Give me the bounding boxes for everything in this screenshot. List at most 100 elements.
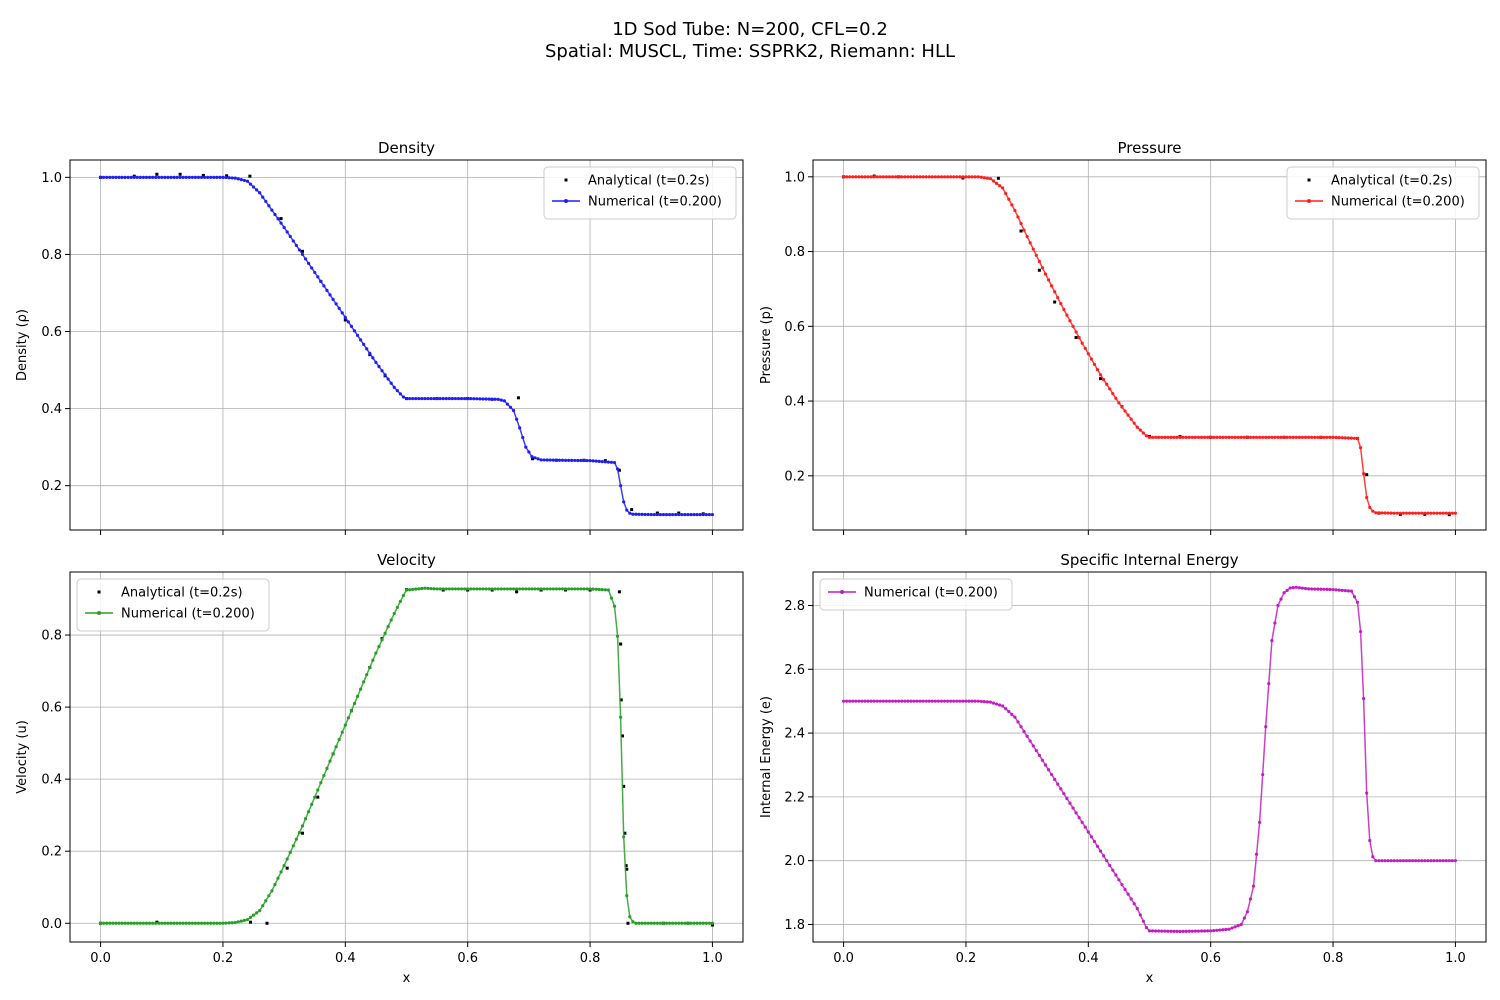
series-marker (475, 397, 479, 401)
series-marker (1453, 511, 1458, 515)
series-marker (579, 587, 583, 591)
series-marker (1383, 859, 1387, 863)
series-marker (380, 638, 384, 642)
series-marker (212, 175, 216, 179)
x-tick-label: 1.0 (702, 951, 723, 966)
series-marker (606, 460, 611, 464)
series-marker (961, 175, 965, 179)
y-tick-label: 0.6 (784, 320, 805, 335)
series-marker (1157, 929, 1161, 933)
plot-frame (812, 159, 1487, 531)
y-tick-label: 0.4 (784, 395, 805, 410)
series-marker (1181, 435, 1185, 439)
series-marker (588, 587, 592, 591)
series-marker (1306, 435, 1311, 439)
series-marker (1404, 859, 1409, 863)
series-marker (493, 397, 497, 401)
series-marker (1028, 241, 1032, 245)
series-marker (1147, 435, 1152, 439)
series-marker (1028, 739, 1032, 743)
series-marker (1007, 709, 1011, 714)
series-marker (585, 458, 589, 463)
series-marker (487, 587, 491, 591)
series-marker (294, 837, 298, 841)
series-marker (291, 239, 295, 243)
series-marker (1163, 929, 1167, 933)
series-marker (258, 909, 262, 913)
series-marker (1102, 854, 1106, 858)
series-marker (429, 396, 433, 401)
series-marker (661, 921, 666, 925)
series-marker (493, 587, 497, 591)
series-marker (970, 175, 974, 179)
series-marker (646, 921, 650, 925)
series-marker (887, 699, 892, 703)
series-marker (108, 175, 112, 179)
series-marker (359, 687, 363, 691)
analytical-point (516, 396, 520, 400)
y-tick-label: 0.0 (41, 917, 62, 932)
subplot-velocity: 0.0 0.2 0.4 0.6 0.8 1.0 0.0 0.2 0.4 0.6 0.8 Velocit… (15, 551, 744, 986)
series-marker (854, 699, 858, 703)
series-marker (1086, 830, 1090, 834)
legend-box (76, 578, 270, 632)
series-marker (1242, 916, 1246, 920)
series-marker (199, 921, 204, 925)
series-marker (123, 175, 127, 179)
series-marker (1398, 511, 1402, 515)
x-tick-label: 0.4 (335, 951, 356, 966)
series-marker (1346, 589, 1350, 593)
series-marker (1120, 882, 1124, 887)
series-marker (573, 458, 577, 463)
series-marker (841, 699, 846, 703)
series-marker (530, 455, 534, 459)
series-marker (508, 587, 513, 591)
series-marker (527, 587, 531, 591)
series-marker (1371, 509, 1375, 513)
series-marker (893, 175, 898, 179)
series-marker (1414, 859, 1418, 863)
series-marker (560, 458, 565, 462)
series-marker (949, 175, 953, 179)
series-marker (909, 175, 913, 179)
x-tick-label: 1.0 (1445, 951, 1466, 966)
series-marker (102, 175, 106, 179)
series-marker (557, 458, 562, 462)
series-marker (1120, 405, 1124, 409)
series-marker (1380, 859, 1384, 863)
series-marker (1218, 435, 1222, 439)
analytical-point (279, 217, 283, 221)
series-marker (912, 699, 916, 703)
analytical-point (1037, 268, 1041, 272)
series-marker (420, 396, 424, 401)
series-marker (340, 311, 344, 315)
series-marker (952, 699, 956, 703)
series-marker (469, 397, 473, 401)
series-marker (872, 175, 876, 179)
series-marker (132, 175, 136, 179)
series-marker (242, 918, 246, 922)
series-marker (1074, 811, 1078, 815)
analytical-point (178, 172, 182, 176)
series-marker (184, 175, 188, 179)
series-marker (248, 915, 253, 920)
series-marker (251, 185, 256, 189)
series-marker (933, 175, 937, 179)
analytical-point (515, 590, 519, 594)
series-marker (371, 658, 375, 662)
y-tick-label: 0.6 (41, 325, 62, 340)
series-marker (505, 587, 510, 591)
series-marker (307, 809, 311, 814)
series-marker (499, 587, 503, 591)
series-marker (1423, 859, 1427, 863)
series-marker (710, 921, 715, 925)
series-marker (383, 373, 387, 377)
series-marker (1184, 929, 1188, 933)
series-marker (1285, 435, 1289, 439)
series-marker (1233, 435, 1237, 439)
series-marker (1160, 435, 1164, 439)
series-marker (1150, 929, 1155, 933)
series-marker (362, 342, 366, 346)
series-marker (224, 175, 228, 180)
series-marker (1218, 928, 1222, 932)
